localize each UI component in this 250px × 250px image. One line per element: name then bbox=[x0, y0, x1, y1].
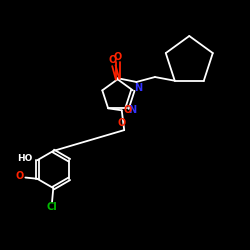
Text: O: O bbox=[118, 118, 126, 128]
Text: Cl: Cl bbox=[47, 202, 58, 211]
Text: O: O bbox=[114, 52, 122, 62]
Text: O: O bbox=[123, 105, 131, 115]
Text: N: N bbox=[134, 83, 142, 93]
Text: N: N bbox=[128, 105, 136, 115]
Text: O: O bbox=[108, 55, 117, 65]
Text: HO: HO bbox=[17, 154, 32, 164]
Text: O: O bbox=[16, 171, 24, 181]
